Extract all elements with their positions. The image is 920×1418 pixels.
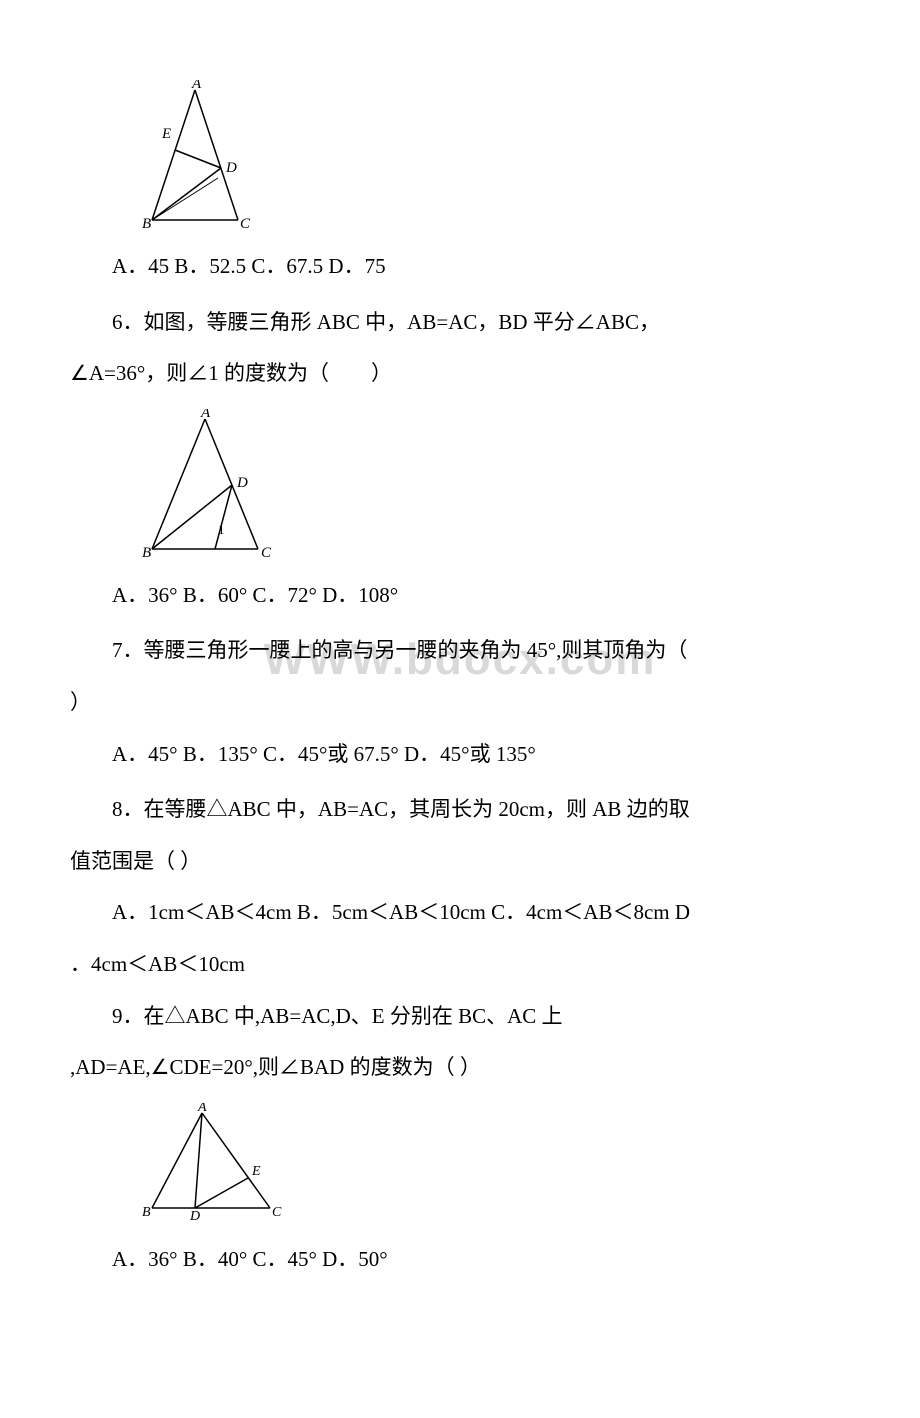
q9-stem-line1: 9．在△ABC 中,AB=AC,D、E 分别在 BC、AC 上: [70, 1000, 850, 1034]
q6-options: A．36° B．60° C．72° D．108°: [70, 579, 850, 613]
label-d: D: [225, 160, 237, 176]
q8-stem-line1: 8．在等腰△ABC 中，AB=AC，其周长为 20cm，则 AB 边的取: [70, 793, 850, 827]
q8-options-line2: ．4cm＜AB＜10cm: [70, 948, 850, 982]
label-b: B: [142, 216, 151, 230]
label-b: B: [142, 545, 151, 559]
label-e: E: [251, 1164, 261, 1179]
q6-stem-line2: ∠A=36°，则∠1 的度数为（ ）: [70, 357, 850, 391]
q9-stem-line2: ,AD=AE,∠CDE=20°,则∠BAD 的度数为（ ）: [70, 1051, 850, 1085]
label-e: E: [161, 126, 171, 142]
label-d: D: [236, 475, 248, 491]
q7-stem-line1: 7．等腰三角形一腰上的高与另一腰的夹角为 45°,则其顶角为（: [70, 634, 850, 668]
label-d: D: [189, 1209, 200, 1223]
q6-stem-line1: 6．如图，等腰三角形 ABC 中，AB=AC，BD 平分∠ABC，: [70, 306, 850, 340]
label-c: C: [240, 216, 251, 230]
figure-q6: A D B C 1: [140, 409, 850, 559]
q9-options: A．36° B．40° C．45° D．50°: [70, 1243, 850, 1277]
label-c: C: [261, 545, 272, 559]
q7-options: A．45° B．135° C．45°或 67.5° D．45°或 135°: [70, 738, 850, 772]
label-angle1: 1: [218, 522, 225, 537]
label-a: A: [191, 80, 202, 92]
figure-q5: A E D B C: [140, 80, 850, 230]
label-a: A: [200, 409, 211, 421]
q8-stem-line2: 值范围是（ ）: [70, 845, 850, 879]
q5-options: A．45 B．52.5 C．67.5 D．75: [70, 250, 850, 284]
label-c: C: [272, 1205, 282, 1220]
label-b: B: [142, 1205, 151, 1220]
page-content: A E D B C A．45 B．52.5 C．67.5 D．75 6．如图，等…: [70, 80, 850, 1276]
figure-q9: A B D C E: [140, 1103, 850, 1223]
q7-stem-line2: ）: [70, 686, 850, 720]
q8-options-line1: A．1cm＜AB＜4cm B．5cm＜AB＜10cm C．4cm＜AB＜8cm …: [70, 896, 850, 930]
label-a: A: [197, 1103, 207, 1115]
